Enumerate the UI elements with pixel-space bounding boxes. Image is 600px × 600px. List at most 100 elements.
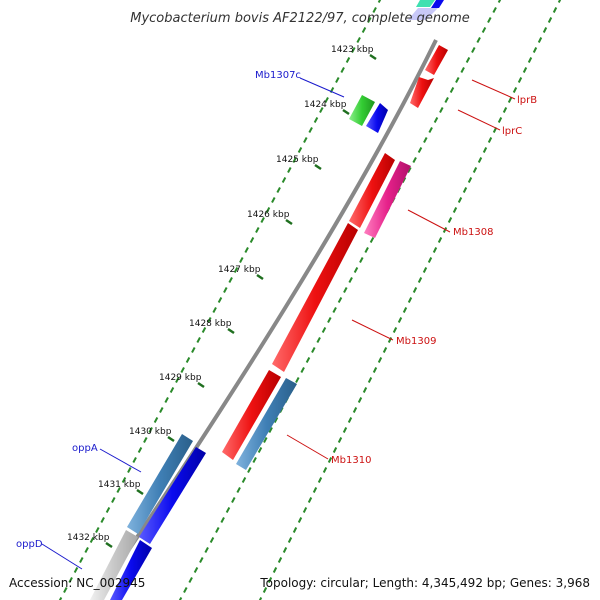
- ring-dot-150: [417, 277, 423, 283]
- ring-dot-171: [312, 487, 318, 493]
- ring-dot-162: [357, 397, 363, 403]
- ring-dot-88: [233, 267, 239, 273]
- ring-dot-142: [457, 197, 463, 203]
- map-title: Mycobacterium bovis AF2122/97, complete …: [130, 11, 469, 26]
- ring-dot-176: [287, 537, 293, 543]
- ring-dot-73: [313, 117, 319, 123]
- ring-dot-15: [417, 147, 423, 153]
- ring-dot-96: [191, 347, 196, 353]
- ring-dot-177: [282, 547, 288, 553]
- ring-dot-64: [361, 27, 367, 33]
- ring-dot-90: [223, 287, 228, 293]
- ring-dot-109: [121, 477, 127, 483]
- ring-dot-140: [467, 177, 473, 183]
- top-partial-genes: [408, 0, 444, 20]
- ring-dot-82: [265, 207, 271, 213]
- ring-dot-134: [497, 117, 503, 123]
- ring-dot-66: [351, 47, 356, 53]
- ring-dot-59: [183, 587, 188, 593]
- ring-dot-164: [347, 417, 353, 423]
- ring-dot-25: [364, 247, 369, 253]
- ring-dot-79: [281, 177, 287, 183]
- ring-dot-51: [225, 507, 231, 513]
- ring-dot-122: [557, 0, 562, 3]
- ring-dot-29: [343, 287, 348, 293]
- gene-Mb1307c: [349, 95, 375, 126]
- ring-dot-54: [209, 537, 215, 543]
- ring-dot-77: [292, 157, 297, 163]
- ring-dot-116: [84, 547, 89, 553]
- ring-dot-161: [362, 387, 368, 393]
- gene-oppA: [127, 434, 193, 534]
- ring-dot-60: [178, 597, 183, 600]
- ring-dot-170: [317, 477, 323, 483]
- callout-Mb1309: [351, 319, 394, 341]
- gene-lprC: [410, 77, 434, 108]
- ring-dot-62: [372, 7, 377, 13]
- ring-dot-24: [369, 237, 375, 243]
- ring-dot-31: [332, 307, 337, 313]
- ring-dot-120: [63, 587, 68, 593]
- ring-dot-152: [407, 297, 413, 303]
- ring-dot-108: [127, 467, 132, 473]
- ring-dot-6: [465, 57, 471, 63]
- ring-dot-30: [337, 297, 343, 303]
- kbp-tick-1: [342, 108, 350, 116]
- ring-dot-32: [327, 317, 332, 323]
- ring-dot-80: [276, 187, 281, 193]
- gene-red-lower: [222, 370, 281, 460]
- tick-label-1431: 1431 kbp: [98, 480, 141, 490]
- ring-dot-124: [547, 17, 553, 23]
- ring-dot-148: [427, 257, 433, 263]
- ring-dot-143: [452, 207, 458, 213]
- ring-dot-123: [552, 7, 558, 13]
- genome-summary-text: Topology: circular; Length: 4,345,492 bp…: [259, 576, 590, 590]
- label-Mb1308: Mb1308: [453, 227, 493, 238]
- tick-label-1432: 1432 kbp: [67, 533, 110, 543]
- ring-dot-157: [382, 347, 388, 353]
- ring-dot-42: [273, 417, 279, 423]
- ring-dot-69: [335, 77, 340, 83]
- label-Mb1309: Mb1309: [396, 336, 436, 347]
- ring-dot-151: [412, 287, 418, 293]
- ring-dot-112: [105, 507, 111, 513]
- ring-dot-136: [487, 137, 493, 143]
- ring-dot-158: [377, 357, 383, 363]
- ring-dot-100: [169, 387, 175, 393]
- ring-dot-98: [180, 367, 185, 373]
- ring-dot-72: [319, 107, 324, 113]
- kbp-tick-3: [285, 218, 293, 226]
- label-oppD: oppD: [16, 539, 43, 550]
- gene-blue-partial: [431, 0, 444, 8]
- ring-dot-7: [460, 67, 465, 73]
- ring-dot-160: [367, 377, 373, 383]
- ring-dot-36: [305, 357, 311, 363]
- ring-dot-35: [311, 347, 316, 353]
- label-Mb1307c: Mb1307c: [255, 70, 301, 81]
- ring-dot-84: [255, 227, 260, 233]
- ring-dot-95: [196, 337, 201, 343]
- gene-blue-bottom: [110, 540, 152, 600]
- ring-dot-127: [532, 47, 538, 53]
- ring-dot-167: [332, 447, 338, 453]
- ring-dot-125: [542, 27, 548, 33]
- ring-dot-63: [367, 17, 372, 23]
- callout-lprC: [457, 109, 501, 131]
- callout-Mb1308: [407, 209, 451, 233]
- ring-dot-47: [247, 467, 252, 473]
- ring-dot-137: [482, 147, 488, 153]
- ring-dot-4: [476, 37, 481, 43]
- ring-dot-44: [263, 437, 268, 443]
- tick-label-1428: 1428 kbp: [189, 319, 232, 329]
- ring-dot-153: [402, 307, 408, 313]
- ring-dot-83: [260, 217, 265, 223]
- ring-dot-155: [392, 327, 398, 333]
- ring-dot-102: [159, 407, 164, 413]
- forward-genes: [236, 45, 448, 470]
- ring-dot-163: [352, 407, 358, 413]
- ring-dot-146: [437, 237, 443, 243]
- ring-dot-179: [272, 567, 278, 573]
- gene-Mb1310: [236, 378, 297, 470]
